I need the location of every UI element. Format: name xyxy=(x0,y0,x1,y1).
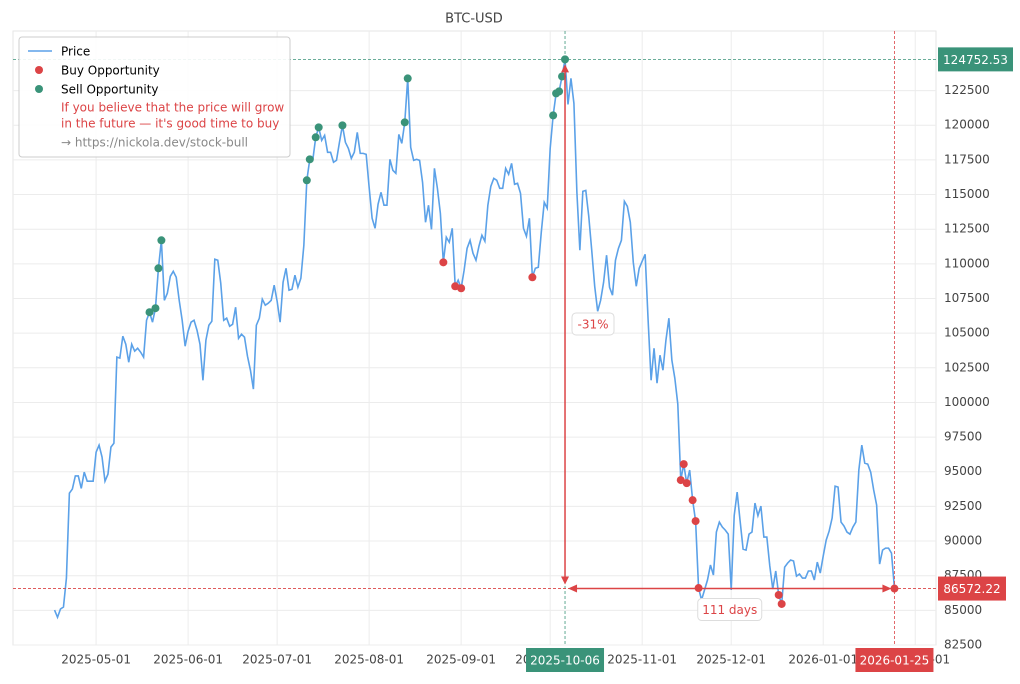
signal-point xyxy=(549,111,558,120)
signal-point xyxy=(403,74,412,83)
drop-label: -31% xyxy=(578,317,609,331)
signal-point xyxy=(314,123,323,132)
y-tick-label: 100000 xyxy=(944,395,990,409)
signal-point xyxy=(682,479,691,488)
signal-point xyxy=(457,284,466,293)
signal-point xyxy=(679,460,688,469)
grid: 8250085000875009000092500950009750010000… xyxy=(13,31,990,667)
y-tick-label: 90000 xyxy=(944,534,982,548)
legend-note: If you believe that the price will grow xyxy=(61,101,284,115)
arrow-head xyxy=(568,584,578,593)
signal-point xyxy=(528,273,537,282)
last-date-tag: 2026-01-25 xyxy=(860,654,930,668)
y-tick-label: 110000 xyxy=(944,256,990,270)
legend-link: → https://nickola.dev/stock-bull xyxy=(61,136,248,150)
y-tick-label: 117500 xyxy=(944,152,990,166)
y-tick-label: 115000 xyxy=(944,187,990,201)
x-tick-label: 2026-01-01 xyxy=(788,653,858,667)
arrow-head xyxy=(561,576,570,585)
last-price-tag: 86572.22 xyxy=(943,582,1000,596)
signal-point xyxy=(154,264,163,273)
signal-point xyxy=(311,133,320,142)
x-tick-label: 2025-09-01 xyxy=(426,653,496,667)
last-date-tag-box xyxy=(855,648,934,672)
signal-point xyxy=(688,496,697,505)
signal-point xyxy=(439,258,448,267)
peak-date-tag-box xyxy=(526,648,605,672)
arrow-head xyxy=(882,584,892,593)
y-tick-label: 120000 xyxy=(944,118,990,132)
x-tick-label: 2025-11-01 xyxy=(607,653,677,667)
annotations: -31% 111 days 124752.53 86572.22 2025-10-06 2… xyxy=(13,31,1013,672)
signal-point xyxy=(676,476,685,485)
legend: Price Buy Opportunity Sell Opportunity I… xyxy=(18,36,291,158)
signal-point xyxy=(777,599,786,608)
y-tick-label: 105000 xyxy=(944,326,990,340)
x-tick-label: 2025-12-01 xyxy=(696,653,766,667)
duration-label-box xyxy=(697,598,763,622)
signal-point xyxy=(151,304,160,313)
legend-box xyxy=(18,36,291,158)
signal-point xyxy=(691,517,700,526)
signal-point xyxy=(302,176,311,185)
legend-label: Sell Opportunity xyxy=(61,83,159,97)
signal-point xyxy=(400,118,409,127)
y-tick-label: 82500 xyxy=(944,638,982,652)
legend-note: in the future — it's good time to buy xyxy=(61,117,279,131)
y-tick-label: 107500 xyxy=(944,291,990,305)
y-tick-label: 122500 xyxy=(944,83,990,97)
signal-point xyxy=(558,72,567,81)
signal-point xyxy=(774,590,783,599)
legend-dot xyxy=(35,85,43,93)
y-tick-label: 95000 xyxy=(944,464,982,478)
x-tick-label: 2025-05-01 xyxy=(61,653,131,667)
duration-label: 111 days xyxy=(702,603,757,617)
price-line xyxy=(53,59,896,620)
y-tick-label: 102500 xyxy=(944,360,990,374)
legend-dot xyxy=(35,66,43,74)
x-tick-label: 2025-07-01 xyxy=(242,653,312,667)
legend-label: Buy Opportunity xyxy=(61,64,160,78)
x-tick-label: 2025-06-01 xyxy=(153,653,223,667)
y-tick-label: 97500 xyxy=(944,430,982,444)
signal-point xyxy=(338,121,347,130)
peak-price-tag: 124752.53 xyxy=(943,53,1008,67)
chart-title: BTC-USD xyxy=(445,12,503,27)
drop-label-box xyxy=(571,312,615,336)
peak-date-tag: 2025-10-06 xyxy=(530,654,600,668)
y-tick-label: 85000 xyxy=(944,603,982,617)
legend-label: Price xyxy=(61,45,90,59)
plot xyxy=(53,55,899,620)
signal-point xyxy=(305,155,314,164)
peak-price-tag-box xyxy=(938,47,1013,72)
y-tick-label: 92500 xyxy=(944,499,982,513)
signal-point xyxy=(145,308,154,317)
x-tick-label: 2025-08-01 xyxy=(334,653,404,667)
signal-point xyxy=(157,236,166,245)
last-price-tag-box xyxy=(938,576,1006,601)
signal-point xyxy=(555,87,564,96)
y-tick-label: 112500 xyxy=(944,222,990,236)
arrow-head xyxy=(561,64,570,73)
